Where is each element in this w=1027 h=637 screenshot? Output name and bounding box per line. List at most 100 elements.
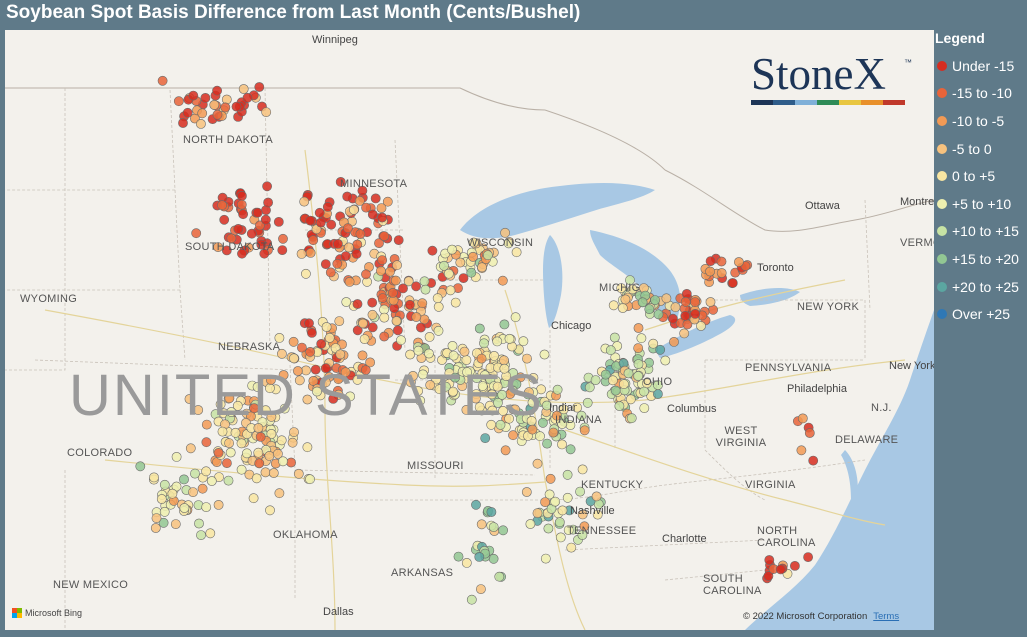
price-point[interactable] — [305, 474, 315, 485]
price-point[interactable] — [617, 303, 628, 313]
price-point[interactable] — [342, 191, 353, 202]
price-point[interactable] — [221, 94, 232, 105]
price-point[interactable] — [302, 394, 313, 405]
price-point[interactable] — [253, 423, 264, 433]
price-point[interactable] — [237, 248, 247, 259]
price-point[interactable] — [562, 469, 573, 480]
price-point[interactable] — [660, 355, 671, 366]
price-point[interactable] — [500, 227, 510, 238]
price-point[interactable] — [367, 297, 378, 308]
price-point[interactable] — [159, 506, 170, 517]
price-point[interactable] — [474, 323, 485, 334]
price-point[interactable] — [453, 551, 464, 562]
price-point[interactable] — [355, 229, 366, 239]
price-point[interactable] — [221, 245, 232, 256]
price-point[interactable] — [552, 410, 562, 421]
price-point[interactable] — [404, 299, 415, 310]
price-point[interactable] — [633, 343, 644, 353]
price-point[interactable] — [260, 467, 271, 478]
price-point[interactable] — [191, 228, 202, 239]
price-point[interactable] — [316, 338, 327, 349]
price-point[interactable] — [518, 336, 529, 347]
price-point[interactable] — [626, 413, 637, 424]
price-point[interactable] — [633, 371, 643, 381]
price-point[interactable] — [461, 404, 472, 415]
price-point[interactable] — [196, 530, 206, 540]
price-point[interactable] — [392, 325, 403, 336]
price-point[interactable] — [200, 93, 211, 103]
price-point[interactable] — [236, 199, 247, 210]
price-point[interactable] — [217, 200, 227, 211]
price-point[interactable] — [197, 483, 208, 494]
price-point[interactable] — [550, 496, 561, 507]
price-point[interactable] — [274, 488, 285, 499]
price-point[interactable] — [171, 451, 182, 462]
price-point[interactable] — [627, 284, 638, 295]
price-point[interactable] — [433, 325, 444, 336]
price-point[interactable] — [201, 502, 212, 512]
price-point[interactable] — [266, 428, 277, 439]
price-point[interactable] — [555, 532, 566, 543]
price-point[interactable] — [539, 349, 550, 360]
price-point[interactable] — [653, 309, 664, 320]
price-point[interactable] — [690, 297, 700, 307]
price-point[interactable] — [156, 494, 167, 504]
price-point[interactable] — [231, 101, 242, 112]
price-point[interactable] — [352, 299, 363, 309]
price-point[interactable] — [486, 507, 497, 517]
price-point[interactable] — [221, 458, 232, 468]
price-point[interactable] — [423, 348, 434, 359]
price-point[interactable] — [590, 375, 601, 385]
price-point[interactable] — [705, 266, 715, 277]
price-point[interactable] — [557, 505, 568, 516]
price-point[interactable] — [497, 275, 508, 286]
price-point[interactable] — [370, 193, 381, 204]
price-point[interactable] — [324, 332, 335, 343]
price-point[interactable] — [341, 297, 352, 307]
price-point[interactable] — [636, 333, 647, 344]
price-point[interactable] — [328, 393, 339, 404]
price-point[interactable] — [296, 342, 307, 353]
price-point[interactable] — [468, 251, 478, 262]
price-point[interactable] — [226, 233, 237, 244]
price-point[interactable] — [390, 275, 401, 286]
price-point[interactable] — [577, 464, 588, 475]
price-point[interactable] — [544, 489, 555, 500]
price-point[interactable] — [377, 255, 388, 265]
price-point[interactable] — [367, 309, 378, 320]
price-point[interactable] — [411, 312, 422, 322]
price-point[interactable] — [542, 438, 552, 449]
price-point[interactable] — [532, 458, 543, 469]
price-point[interactable] — [232, 400, 243, 411]
price-point[interactable] — [466, 267, 477, 278]
price-point[interactable] — [476, 353, 487, 364]
price-point[interactable] — [497, 389, 507, 400]
price-point[interactable] — [413, 386, 423, 396]
price-point[interactable] — [499, 363, 510, 374]
price-point[interactable] — [379, 312, 390, 323]
price-point[interactable] — [345, 391, 355, 402]
price-point[interactable] — [343, 242, 354, 253]
price-point[interactable] — [217, 426, 228, 437]
price-point[interactable] — [475, 584, 486, 594]
price-point[interactable] — [277, 245, 288, 255]
price-point[interactable] — [182, 107, 193, 118]
price-point[interactable] — [248, 493, 259, 504]
price-point[interactable] — [680, 296, 691, 307]
price-point[interactable] — [625, 394, 636, 405]
legend-item[interactable]: -15 to -10 — [934, 80, 1027, 108]
price-point[interactable] — [365, 357, 375, 368]
price-point[interactable] — [650, 295, 660, 305]
price-point[interactable] — [249, 403, 260, 414]
price-point[interactable] — [326, 219, 337, 230]
price-point[interactable] — [554, 517, 565, 528]
price-point[interactable] — [158, 517, 169, 528]
price-point[interactable] — [379, 231, 390, 241]
price-point[interactable] — [535, 431, 545, 442]
price-point[interactable] — [332, 238, 343, 249]
price-point[interactable] — [592, 509, 603, 520]
price-point[interactable] — [440, 381, 451, 392]
price-point[interactable] — [393, 235, 404, 245]
price-point[interactable] — [633, 359, 644, 369]
price-point[interactable] — [576, 410, 587, 421]
